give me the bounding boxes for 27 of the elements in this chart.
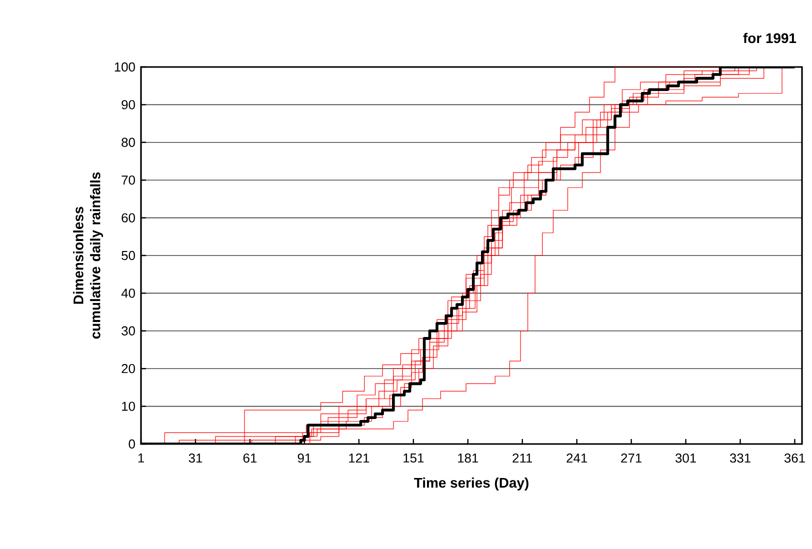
y-tick-label: 20	[122, 364, 135, 374]
y-tick-label: 50	[122, 250, 135, 260]
x-tick-label: 331	[730, 453, 750, 463]
y-axis-title: Dimensionless cumulative daily rainfalls	[73, 172, 104, 339]
x-tick-label: 1	[138, 454, 144, 462]
x-tick-label: 271	[621, 453, 642, 463]
x-tick-label: 301	[675, 453, 696, 463]
x-tick-label: 361	[784, 453, 805, 463]
x-tick-label: 91	[298, 453, 312, 463]
y-tick-label: 70	[122, 176, 135, 185]
x-tick-label: 31	[188, 453, 202, 463]
x-tick-label: 61	[243, 453, 257, 463]
chart-title: for 1991	[743, 32, 796, 44]
x-tick-label: 211	[512, 453, 532, 463]
x-tick-label: 121	[349, 453, 370, 463]
y-tick-label: 100	[114, 62, 135, 72]
x-axis-title: Time series (Day)	[414, 477, 528, 490]
y-tick-label: 80	[122, 138, 135, 147]
y-tick-label: 0	[128, 439, 135, 449]
y-tick-label: 10	[122, 402, 135, 411]
x-tick-label: 181	[458, 453, 478, 463]
x-tick-label: 151	[404, 454, 424, 463]
x-tick-label: 241	[566, 453, 588, 463]
y-tick-label: 90	[122, 100, 135, 110]
y-tick-label: 60	[122, 213, 135, 222]
y-tick-label: 30	[122, 326, 135, 336]
y-tick-label: 40	[121, 288, 135, 298]
